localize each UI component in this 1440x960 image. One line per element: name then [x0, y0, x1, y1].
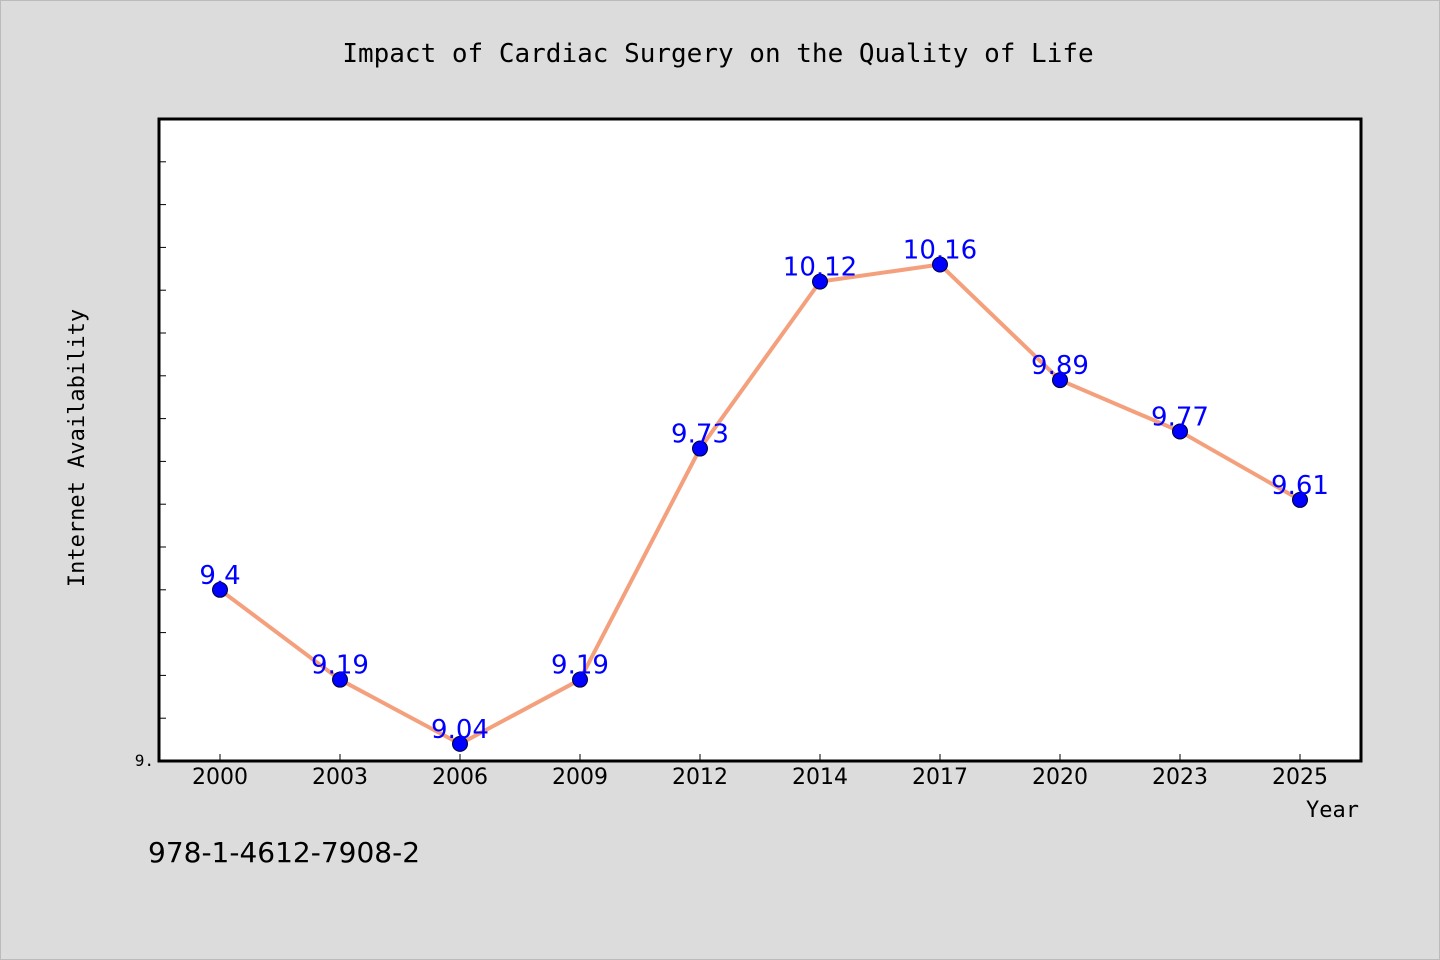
series-layer: 9.4 9.19 9.04 9.19 9.73 10.12 10.16 9.89 9.77 9.6… — [199, 236, 1329, 752]
data-point — [1052, 372, 1068, 389]
x-tick-label: 2006 — [432, 765, 488, 790]
data-point — [932, 256, 948, 273]
data-label: 9.19 — [551, 651, 609, 681]
data-point — [332, 671, 348, 688]
data-point — [1292, 491, 1308, 508]
y-axis-label: Internet Availability — [65, 309, 90, 587]
data-point — [1172, 423, 1188, 440]
data-label: 9.89 — [1031, 351, 1089, 381]
x-axis-label: Year — [1306, 798, 1359, 823]
x-tick-label: 2000 — [192, 765, 248, 790]
series-line — [218, 262, 1301, 746]
x-tick-label: 2003 — [312, 765, 368, 790]
x-tick-label: 2017 — [912, 765, 968, 790]
data-label: 9.19 — [311, 651, 369, 681]
x-axis-ticks: 2000 2003 2006 2009 2012 2014 2017 2020 2023 2025 — [192, 754, 1328, 790]
data-point — [452, 735, 468, 752]
x-tick-label: 2012 — [672, 765, 728, 790]
data-point — [692, 440, 708, 457]
data-label: 10.16 — [903, 236, 977, 266]
footer-id-text: 978-1-4612-7908-2 — [148, 836, 420, 869]
data-label: 9.73 — [671, 420, 729, 450]
x-tick-label: 2025 — [1272, 765, 1328, 790]
data-point — [572, 671, 588, 688]
x-tick-label: 2009 — [552, 765, 608, 790]
data-label: 10.12 — [783, 253, 857, 283]
plot-area — [157, 117, 1363, 763]
x-tick-label: 2014 — [792, 765, 848, 790]
y-axis-ticks — [159, 161, 166, 719]
x-tick-label: 2023 — [1152, 765, 1208, 790]
data-point — [812, 273, 828, 290]
chart-title: Impact of Cardiac Surgery on the Quality… — [342, 39, 1093, 69]
y-tick-label: 9. — [135, 751, 154, 770]
data-label: 9.4 — [199, 561, 240, 591]
data-label: 9.04 — [431, 715, 489, 745]
x-tick-label: 2020 — [1032, 765, 1088, 790]
data-point — [212, 581, 228, 598]
data-label: 9.61 — [1271, 471, 1329, 501]
data-label: 9.77 — [1151, 402, 1209, 432]
